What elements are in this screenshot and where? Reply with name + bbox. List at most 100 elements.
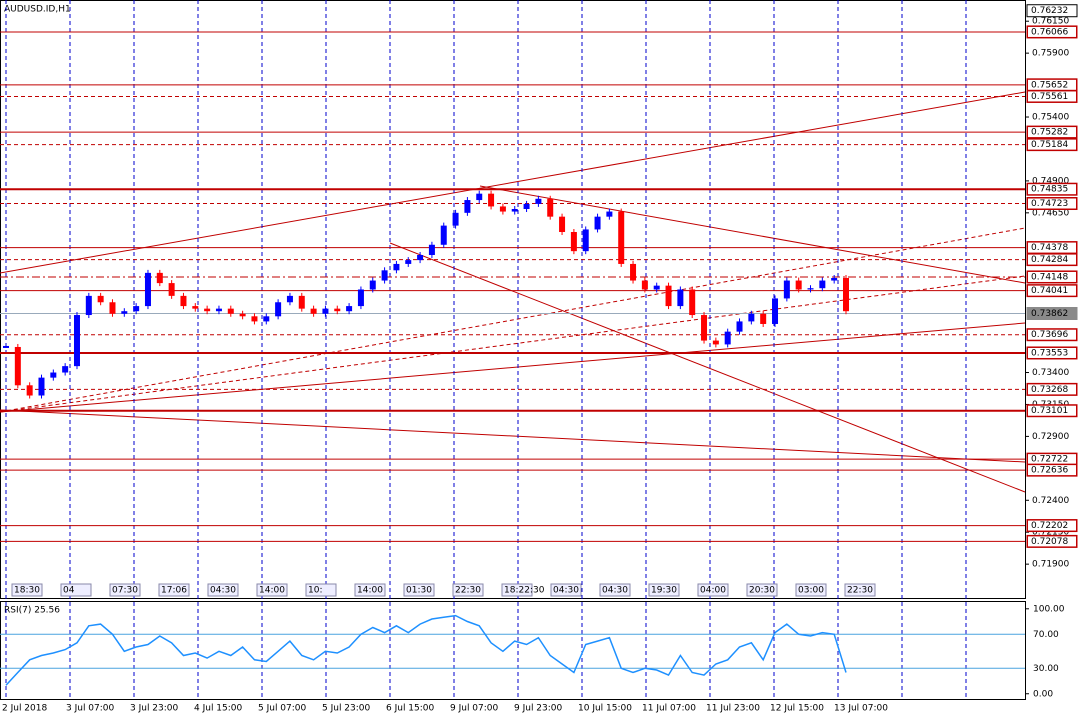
candle — [85, 295, 92, 316]
candle — [606, 211, 613, 217]
trendline — [479, 185, 1026, 284]
level-box — [1026, 306, 1078, 320]
candle — [843, 277, 849, 312]
candle — [73, 315, 80, 367]
time-tag: 22:30 — [455, 586, 481, 596]
candle — [559, 216, 566, 232]
level-box-inner — [1028, 329, 1076, 340]
candle — [452, 212, 459, 226]
level-box-inner — [1028, 285, 1076, 296]
time-tag-box — [354, 583, 386, 597]
level-box-inner — [1028, 405, 1076, 416]
candle — [795, 280, 802, 290]
level-box-inner — [1028, 384, 1076, 395]
level-box-inner — [1028, 254, 1076, 265]
candle — [62, 366, 69, 373]
x-tick-label: 4 Jul 15:00 — [194, 704, 243, 714]
trendline — [0, 275, 1026, 413]
time-tag: 04:30 — [553, 586, 579, 596]
rsi-tick-label: 30.00 — [1033, 664, 1059, 674]
candle — [831, 277, 838, 281]
candle — [464, 200, 471, 213]
level-box-inner — [1028, 347, 1076, 358]
candle — [144, 272, 151, 307]
candle — [381, 270, 388, 281]
candle — [133, 306, 140, 312]
level-label: 0.75652 — [1031, 80, 1068, 90]
candle — [109, 302, 116, 314]
candle — [736, 321, 743, 332]
time-tag-box — [599, 583, 631, 597]
rsi-line — [5, 614, 847, 686]
candle — [783, 280, 790, 299]
level-box-inner — [1028, 79, 1076, 90]
candle — [38, 377, 45, 396]
time-tag-box — [697, 583, 729, 597]
level-label: 0.76066 — [1031, 27, 1068, 37]
candle — [156, 272, 163, 284]
level-box-inner — [1028, 91, 1076, 102]
x-tick-label: 2 Jul 2018 — [2, 704, 47, 714]
level-box-inner — [1028, 465, 1076, 476]
candle — [298, 295, 305, 309]
candle — [310, 308, 317, 314]
level-label: 0.74041 — [1031, 286, 1068, 296]
candle — [239, 313, 246, 317]
candle — [180, 295, 187, 307]
trendline — [0, 227, 1026, 413]
level-box-inner — [1028, 184, 1076, 195]
level-box-inner — [1028, 127, 1076, 138]
x-tick-label: 6 Jul 15:00 — [386, 704, 435, 714]
candle — [286, 295, 293, 303]
time-tag: 19:30 — [651, 586, 677, 596]
time-tag-box — [256, 583, 288, 597]
time-tag-box — [207, 583, 239, 597]
time-tag: 04:00 — [700, 586, 726, 596]
candle — [121, 311, 128, 314]
level-label: 0.74723 — [1031, 199, 1068, 209]
level-box-inner — [1028, 536, 1076, 547]
time-tag: 22:30 — [847, 586, 873, 596]
candle — [689, 289, 696, 316]
y-tick-label: 0.72400 — [1032, 496, 1069, 506]
candle — [523, 203, 530, 209]
time-tag: 18:22:30 — [504, 586, 545, 596]
x-tick-label: 9 Jul 07:00 — [450, 704, 499, 714]
time-tag-box — [795, 583, 827, 597]
time-tag-box — [158, 583, 190, 597]
level-label: 0.73101 — [1031, 406, 1068, 416]
time-tag-box — [403, 583, 435, 597]
candle — [488, 193, 495, 207]
candle — [440, 225, 447, 245]
candle — [97, 295, 104, 303]
time-tag-box — [844, 583, 876, 597]
level-label: 0.73268 — [1031, 385, 1068, 395]
candle — [535, 198, 542, 204]
trendlines — [0, 91, 1026, 493]
candle — [582, 229, 589, 252]
candle — [499, 206, 506, 212]
trendline — [389, 242, 1026, 493]
time-tag-box — [11, 583, 43, 597]
level-label: 0.75282 — [1031, 128, 1068, 138]
candle — [819, 280, 826, 289]
candle — [511, 208, 518, 212]
candle — [50, 372, 57, 378]
level-box-inner — [1028, 198, 1076, 209]
x-tick-label: 11 Jul 07:00 — [642, 704, 696, 714]
candle — [760, 313, 767, 324]
trendline — [0, 322, 1026, 413]
level-box-inner — [1028, 242, 1076, 253]
level-box-inner — [1028, 271, 1076, 282]
level-box-inner — [1028, 26, 1076, 37]
x-tick-label: 3 Jul 23:00 — [130, 704, 179, 714]
time-tag-box — [501, 583, 533, 597]
candle — [618, 211, 625, 264]
candle — [547, 198, 554, 217]
candle — [346, 306, 353, 312]
time-tag-box — [648, 583, 680, 597]
time-tag: 10: — [308, 586, 322, 596]
x-tick-label: 5 Jul 07:00 — [258, 704, 307, 714]
time-tag: 14:00 — [259, 586, 285, 596]
